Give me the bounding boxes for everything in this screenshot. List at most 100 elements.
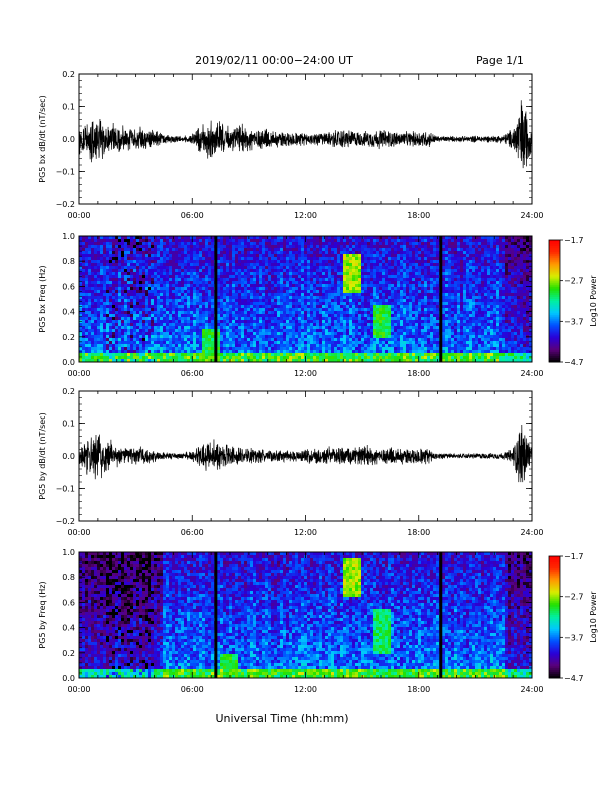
spectrogram-cell bbox=[337, 308, 341, 312]
spectrogram-cell bbox=[388, 266, 392, 270]
spectrogram-cell bbox=[205, 245, 209, 249]
spectrogram-cell bbox=[385, 326, 389, 330]
spectrogram-cell bbox=[151, 269, 155, 273]
spectrogram-cell bbox=[376, 248, 380, 252]
spectrogram-cell bbox=[112, 242, 116, 246]
spectrogram-cell bbox=[367, 347, 371, 351]
spectrogram-cell bbox=[397, 335, 401, 339]
spectrogram-cell bbox=[277, 302, 281, 306]
spectrogram-cell bbox=[244, 272, 248, 276]
spectrogram-cell bbox=[316, 236, 320, 240]
spectrogram-cell bbox=[226, 356, 230, 360]
spectrogram-cell bbox=[121, 353, 125, 357]
spectrogram-cell bbox=[376, 272, 380, 276]
spectrogram-cell bbox=[169, 320, 173, 324]
spectrogram-cell bbox=[106, 266, 110, 270]
spectrogram-cell bbox=[118, 299, 122, 303]
spectrogram-cell bbox=[397, 326, 401, 330]
spectrogram-cell bbox=[394, 347, 398, 351]
spectrogram-cell bbox=[274, 290, 278, 294]
spectrogram-cell bbox=[262, 320, 266, 324]
spectrogram-cell bbox=[79, 251, 83, 255]
spectrogram-cell bbox=[106, 305, 110, 309]
spectrogram-cell bbox=[319, 248, 323, 252]
spectrogram-cell bbox=[82, 305, 86, 309]
spectrogram-cell bbox=[313, 323, 317, 327]
spectrogram-cell bbox=[268, 290, 272, 294]
spectrogram-cell bbox=[259, 329, 263, 333]
spectrogram-cell bbox=[133, 251, 137, 255]
spectrogram-cell bbox=[160, 266, 164, 270]
spectrogram-cell bbox=[253, 239, 257, 243]
spectrogram-cell bbox=[262, 359, 266, 363]
spectrogram-cell bbox=[184, 281, 188, 285]
spectrogram-cell bbox=[136, 335, 140, 339]
spectrogram-cell bbox=[334, 278, 338, 282]
spectrogram-cell bbox=[172, 269, 176, 273]
spectrogram-cell bbox=[217, 305, 221, 309]
spectrogram-cell bbox=[244, 302, 248, 306]
spectrogram-cell bbox=[388, 257, 392, 261]
spectrogram-cell bbox=[418, 359, 422, 363]
spectrogram-cell bbox=[82, 359, 86, 363]
spectrogram-cell bbox=[361, 305, 365, 309]
spectrogram-cell bbox=[349, 305, 353, 309]
spectrogram-cell bbox=[85, 263, 89, 267]
spectrogram-cell bbox=[412, 356, 416, 360]
spectrogram-cell bbox=[142, 272, 146, 276]
spectrogram-cell bbox=[91, 257, 95, 261]
spectrogram-cell bbox=[403, 338, 407, 342]
spectrogram-cell bbox=[193, 245, 197, 249]
spectrogram-cell bbox=[289, 278, 293, 282]
spectrogram-cell bbox=[217, 314, 221, 318]
spectrogram-cell bbox=[325, 275, 329, 279]
spectrogram-cell bbox=[283, 353, 287, 357]
spectrogram-cell bbox=[235, 296, 239, 300]
spectrogram-cell bbox=[340, 299, 344, 303]
spectrogram-cell bbox=[262, 284, 266, 288]
spectrogram-cell bbox=[424, 302, 428, 306]
spectrogram-cell bbox=[316, 350, 320, 354]
spectrogram-cell bbox=[391, 344, 395, 348]
spectrogram-cell bbox=[193, 248, 197, 252]
spectrogram-cell bbox=[292, 305, 296, 309]
spectrogram-cell bbox=[373, 323, 377, 327]
spectrogram-cell bbox=[400, 269, 404, 273]
spectrogram-cell bbox=[409, 320, 413, 324]
spectrogram-cell bbox=[208, 305, 212, 309]
spectrogram-cell bbox=[409, 341, 413, 345]
spectrogram-cell bbox=[79, 287, 83, 291]
spectrogram-cell bbox=[190, 326, 194, 330]
spectrogram-cell bbox=[397, 302, 401, 306]
spectrogram-cell bbox=[151, 308, 155, 312]
spectrogram-cell bbox=[325, 269, 329, 273]
spectrogram-cell bbox=[259, 290, 263, 294]
spectrogram-cell bbox=[343, 293, 347, 297]
spectrogram-cell bbox=[391, 359, 395, 363]
spectrogram-cell bbox=[340, 302, 344, 306]
spectrogram-cell bbox=[235, 326, 239, 330]
spectrogram-cell bbox=[229, 287, 233, 291]
spectrogram-cell bbox=[259, 296, 263, 300]
spectrogram-cell bbox=[166, 269, 170, 273]
spectrogram-cell bbox=[409, 359, 413, 363]
spectrogram-cell bbox=[220, 257, 224, 261]
spectrogram-cell bbox=[208, 323, 212, 327]
spectrogram-cell bbox=[292, 296, 296, 300]
spectrogram-cell bbox=[358, 284, 362, 288]
spectrogram-cell bbox=[94, 338, 98, 342]
spectrogram-cell bbox=[325, 260, 329, 264]
spectrogram-cell bbox=[409, 338, 413, 342]
spectrogram-cell bbox=[181, 293, 185, 297]
spectrogram-cell bbox=[262, 293, 266, 297]
spectrogram-cell bbox=[205, 326, 209, 330]
spectrogram-cell bbox=[148, 350, 152, 354]
spectrogram-cell bbox=[337, 278, 341, 282]
spectrogram-cell bbox=[406, 254, 410, 258]
spectrogram-cell bbox=[211, 272, 215, 276]
spectrogram-cell bbox=[313, 296, 317, 300]
spectrogram-cell bbox=[112, 269, 116, 273]
spectrogram-cell bbox=[322, 320, 326, 324]
spectrogram-cell bbox=[271, 326, 275, 330]
spectrogram-cell bbox=[364, 341, 368, 345]
